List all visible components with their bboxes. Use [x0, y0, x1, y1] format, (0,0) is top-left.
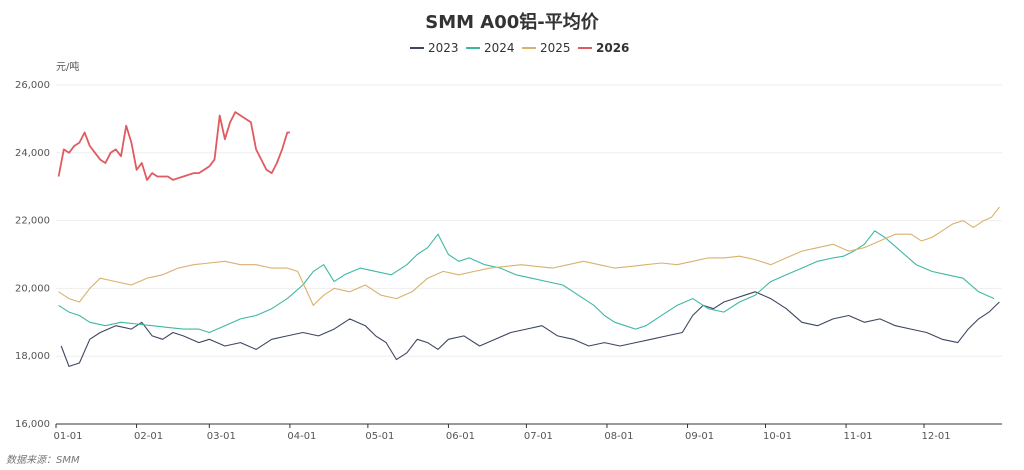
x-axis-ticks: 01-01 02-01 03-01 04-01 05-01 06-01 07-01 08-01…: [53, 424, 951, 442]
y-tick-label: 22,000: [15, 216, 50, 227]
y-axis-unit-label: 元/吨: [56, 60, 79, 73]
series-line-2023: [60, 291, 1000, 367]
series-line-2025: [58, 206, 1000, 306]
x-tick-label: 02-01: [134, 431, 163, 442]
chart-legend: 2023 2024 2025 2026: [410, 41, 629, 55]
x-tick-label: 04-01: [287, 431, 316, 442]
x-tick-label: 12-01: [922, 431, 951, 442]
legend-item[interactable]: 2026: [596, 41, 629, 55]
x-tick-label: 09-01: [685, 431, 714, 442]
y-tick-label: 16,000: [15, 419, 50, 430]
x-tick-label: 07-01: [524, 431, 553, 442]
y-tick-label: 18,000: [15, 351, 50, 362]
y-tick-label: 24,000: [15, 148, 50, 159]
y-tick-label: 26,000: [15, 80, 50, 91]
x-tick-label: 08-01: [604, 431, 633, 442]
legend-item[interactable]: 2023: [428, 41, 459, 55]
x-tick-label: 03-01: [207, 431, 236, 442]
legend-item[interactable]: 2025: [540, 41, 571, 55]
series-line-2026: [57, 111, 290, 181]
series-line-2024: [58, 230, 995, 334]
series-lines: [57, 111, 1000, 367]
chart-title: SMM A00铝-平均价: [425, 11, 600, 33]
x-tick-label: 01-01: [53, 431, 82, 442]
y-axis-ticks: 16,000 18,000 20,000 22,000 24,000 26,000: [15, 80, 50, 430]
y-tick-label: 20,000: [15, 283, 50, 294]
x-tick-label: 10-01: [763, 431, 792, 442]
x-tick-label: 05-01: [365, 431, 394, 442]
data-source-label: 数据来源：SMM: [6, 454, 80, 466]
grid-lines: [56, 84, 1002, 357]
x-tick-label: 06-01: [446, 431, 475, 442]
legend-item[interactable]: 2024: [484, 41, 515, 55]
x-tick-label: 11-01: [844, 431, 873, 442]
